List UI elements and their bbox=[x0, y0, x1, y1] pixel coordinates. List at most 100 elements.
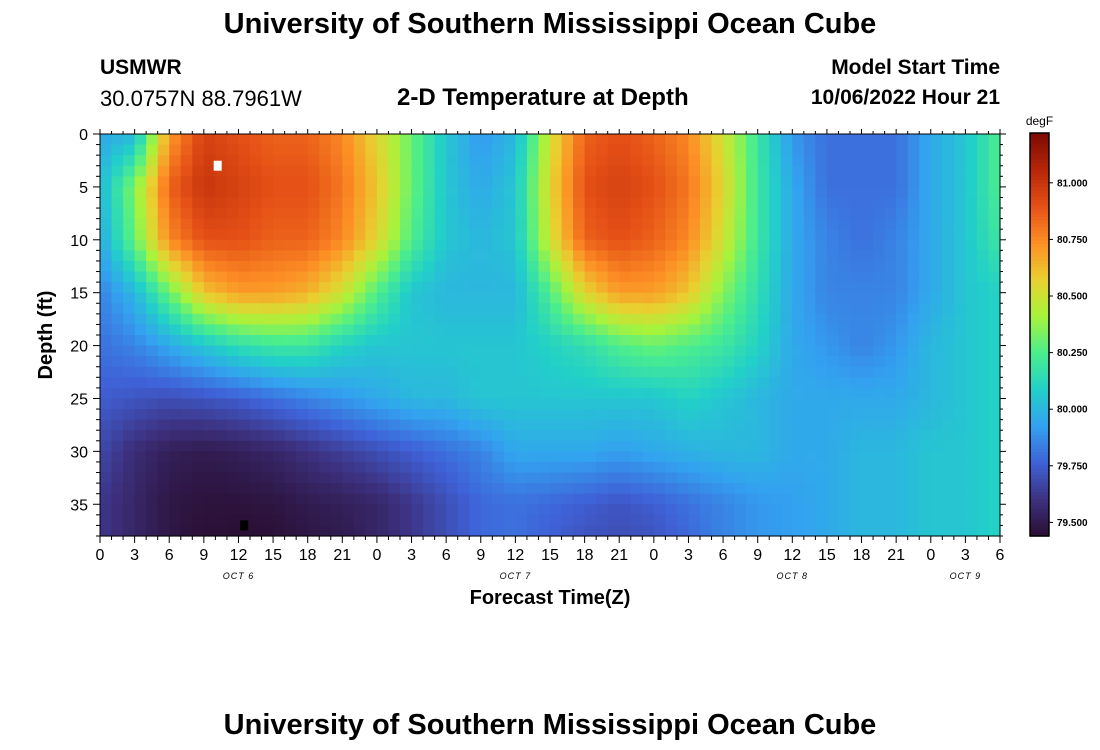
heatmap-cell bbox=[457, 144, 470, 156]
heatmap-cell bbox=[203, 409, 216, 421]
heatmap-cell bbox=[803, 366, 816, 378]
heatmap-cell bbox=[803, 430, 816, 442]
heatmap-cell bbox=[296, 155, 309, 167]
heatmap-cell bbox=[700, 313, 713, 326]
heatmap-cell bbox=[411, 208, 424, 220]
heatmap-cell bbox=[711, 493, 724, 505]
colorbar-segment bbox=[1030, 468, 1049, 473]
colorbar-segment bbox=[1030, 240, 1049, 245]
colorbar-segment bbox=[1030, 277, 1049, 282]
heatmap-cell bbox=[400, 514, 413, 527]
heatmap-cell bbox=[642, 345, 655, 357]
heatmap-cell bbox=[803, 419, 816, 431]
heatmap-cell bbox=[596, 387, 609, 400]
heatmap-cell bbox=[988, 155, 1001, 167]
colorbar-segment bbox=[1030, 314, 1049, 319]
colorbar-segment bbox=[1030, 173, 1049, 178]
heatmap-cell bbox=[215, 208, 228, 220]
colorbar-segment bbox=[1030, 304, 1049, 309]
heatmap-cell bbox=[515, 472, 528, 484]
heatmap-cell bbox=[469, 176, 482, 188]
heatmap-cell bbox=[538, 155, 551, 167]
heatmap-cell bbox=[873, 440, 886, 452]
heatmap-cell bbox=[503, 239, 516, 251]
heatmap-cell bbox=[319, 377, 332, 389]
heatmap-cell bbox=[596, 366, 609, 378]
heatmap-cell bbox=[376, 451, 390, 463]
heatmap-cell bbox=[411, 504, 424, 516]
heatmap-cell bbox=[261, 514, 274, 527]
heatmap-cell bbox=[423, 165, 436, 177]
heatmap-cell bbox=[965, 525, 978, 537]
colorbar-segment bbox=[1030, 206, 1049, 211]
heatmap-cell bbox=[319, 472, 332, 484]
heatmap-cell bbox=[676, 366, 690, 378]
heatmap-cell bbox=[457, 430, 470, 442]
colorbar-segment bbox=[1030, 334, 1049, 339]
heatmap-cell bbox=[215, 387, 228, 400]
heatmap-cell bbox=[688, 282, 701, 294]
heatmap-cell bbox=[815, 324, 828, 336]
heatmap-cell bbox=[746, 176, 759, 188]
colorbar-segment bbox=[1030, 462, 1049, 467]
heatmap-cell bbox=[492, 208, 505, 220]
heatmap-cell bbox=[850, 504, 863, 516]
heatmap-cell bbox=[734, 197, 747, 209]
heatmap-cell bbox=[976, 250, 990, 262]
heatmap-cell bbox=[930, 366, 943, 378]
heatmap-cell bbox=[157, 398, 170, 410]
heatmap-cell bbox=[850, 430, 863, 442]
heatmap-cell bbox=[134, 208, 147, 220]
heatmap-cell bbox=[457, 134, 470, 146]
heatmap-cell bbox=[688, 409, 701, 421]
heatmap-cell bbox=[873, 345, 886, 357]
heatmap-cell bbox=[803, 260, 816, 273]
heatmap-cell bbox=[976, 398, 990, 410]
heatmap-cell bbox=[226, 144, 240, 156]
heatmap-cell bbox=[284, 144, 297, 156]
heatmap-cell bbox=[180, 472, 193, 484]
heatmap-cell bbox=[273, 260, 286, 273]
heatmap-cell bbox=[134, 186, 147, 199]
heatmap-cell bbox=[815, 504, 828, 516]
heatmap-cell bbox=[400, 271, 413, 283]
heatmap-cell bbox=[688, 303, 701, 315]
heatmap-cell bbox=[215, 493, 228, 505]
heatmap-cell bbox=[250, 356, 263, 368]
heatmap-cell bbox=[538, 134, 551, 146]
heatmap-cell bbox=[976, 271, 990, 283]
heatmap-cell bbox=[850, 303, 863, 315]
heatmap-cell bbox=[723, 387, 736, 400]
heatmap-cell bbox=[526, 218, 540, 230]
heatmap-cell bbox=[307, 345, 320, 357]
heatmap-cell bbox=[388, 493, 401, 505]
heatmap-cell bbox=[273, 430, 286, 442]
heatmap-cell bbox=[146, 483, 159, 495]
heatmap-cell bbox=[123, 313, 136, 326]
heatmap-cell bbox=[434, 525, 447, 537]
heatmap-cell bbox=[284, 366, 297, 378]
heatmap-cell bbox=[930, 292, 943, 304]
colorbar-segment bbox=[1030, 428, 1049, 433]
heatmap-cell bbox=[826, 324, 840, 336]
heatmap-cell bbox=[123, 218, 136, 230]
heatmap-cell bbox=[353, 134, 366, 146]
heatmap-cell bbox=[873, 324, 886, 336]
heatmap-cell bbox=[538, 335, 551, 347]
heatmap-cell bbox=[376, 514, 390, 527]
heatmap-cell bbox=[376, 197, 390, 209]
heatmap-cell bbox=[180, 271, 193, 283]
heatmap-cell bbox=[734, 144, 747, 156]
heatmap-cell bbox=[942, 144, 955, 156]
colorbar-segment bbox=[1030, 354, 1049, 359]
heatmap-cell bbox=[561, 440, 574, 452]
heatmap-cell bbox=[319, 409, 332, 421]
heatmap-cell bbox=[307, 176, 320, 188]
heatmap-cell bbox=[792, 239, 805, 251]
heatmap-cell bbox=[411, 176, 424, 188]
heatmap-cell bbox=[838, 387, 851, 400]
heatmap-cell bbox=[976, 155, 990, 167]
heatmap-cell bbox=[330, 377, 343, 389]
heatmap-cell bbox=[607, 472, 620, 484]
heatmap-cell bbox=[111, 514, 124, 527]
